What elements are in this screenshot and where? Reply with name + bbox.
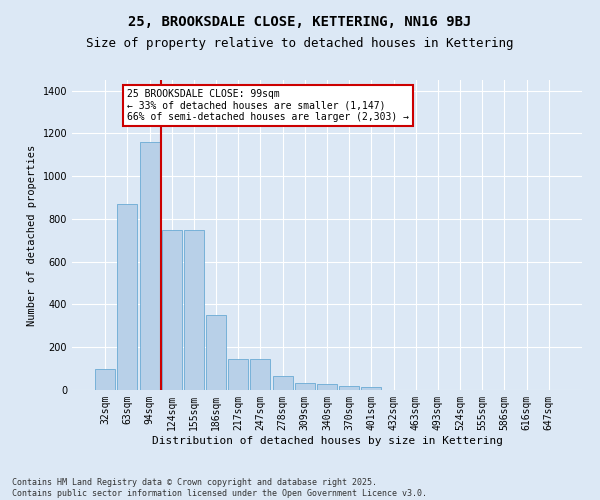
Bar: [339, 386, 359, 390]
Text: Size of property relative to detached houses in Kettering: Size of property relative to detached ho…: [86, 38, 514, 51]
Text: 25 BROOKSDALE CLOSE: 99sqm
← 33% of detached houses are smaller (1,147)
66% of s: 25 BROOKSDALE CLOSE: 99sqm ← 33% of deta…: [127, 88, 409, 122]
Y-axis label: Number of detached properties: Number of detached properties: [27, 144, 37, 326]
Bar: [118, 204, 137, 390]
Bar: [206, 315, 226, 390]
Bar: [140, 142, 160, 390]
Text: Contains HM Land Registry data © Crown copyright and database right 2025.
Contai: Contains HM Land Registry data © Crown c…: [12, 478, 427, 498]
Bar: [317, 384, 337, 390]
Bar: [250, 359, 271, 390]
Bar: [228, 359, 248, 390]
Text: 25, BROOKSDALE CLOSE, KETTERING, NN16 9BJ: 25, BROOKSDALE CLOSE, KETTERING, NN16 9B…: [128, 15, 472, 29]
X-axis label: Distribution of detached houses by size in Kettering: Distribution of detached houses by size …: [151, 436, 503, 446]
Bar: [361, 387, 382, 390]
Bar: [272, 376, 293, 390]
Bar: [295, 382, 315, 390]
Bar: [184, 230, 204, 390]
Bar: [162, 230, 182, 390]
Bar: [95, 368, 115, 390]
